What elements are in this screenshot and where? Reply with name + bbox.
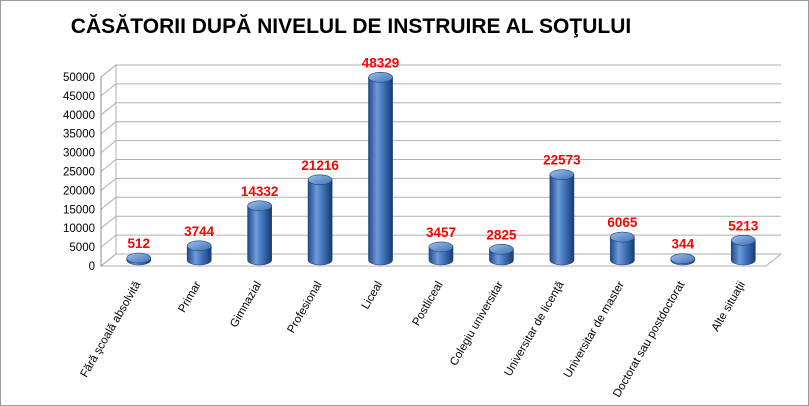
bar-body [610,236,635,266]
y-tick-label: 50000 [63,72,95,84]
gridline-side [100,215,117,229]
y-tick-label: 30000 [63,148,95,160]
x-tick-label: Postliceal [411,280,446,329]
data-label: 22573 [543,153,581,168]
gridline-side [100,64,117,78]
bar-top [307,174,333,186]
bar-top [247,200,272,212]
data-label: 512 [127,236,150,251]
bar-top [186,240,212,252]
data-label: 3744 [184,224,215,239]
gridline-side [100,234,117,248]
x-tick-label: Universitar de master [562,279,627,380]
bar-top [670,253,696,264]
bar-top [428,241,454,253]
y-tick-label: 45000 [63,91,95,103]
gridline-side [100,196,117,210]
x-tick-label: Fără şcoală absolvită [79,279,144,380]
x-tick-label: Universitar de licenţă [502,279,566,379]
bar-body [368,77,393,266]
y-tick-label: 25000 [63,167,95,179]
labels-layer: 0 5000 10000 15000 20000 25000 30000 35000 40000… [63,55,759,399]
gridline-side [100,253,117,267]
bar [247,200,272,266]
chart-title: CĂSĂTORII DUPĂ NIVELUL DE INSTRUIRE AL S… [71,15,631,38]
bar-body [730,239,756,266]
x-tick-label: Gimnazial [228,280,264,330]
bar-body [549,174,575,266]
bars-layer [126,72,756,266]
data-label: 14332 [241,184,279,199]
bar [549,169,575,266]
bar-body [247,205,272,266]
bar-top [549,169,575,180]
bar-body [307,179,333,266]
x-tick-label: Primar [176,279,203,314]
y-tick-label: 0 [89,261,95,273]
bar [126,252,152,266]
x-tick-label: Doctorat sau postdoctorat [611,279,688,400]
gridline-side [100,178,117,191]
bar [489,244,514,266]
bar [428,241,454,266]
y-tick-label: 40000 [63,110,95,122]
bar [186,240,212,266]
data-label: 5213 [728,218,759,233]
data-label: 2825 [486,227,517,242]
bar-top [730,234,756,246]
bar [368,72,393,266]
bar [610,231,635,266]
x-tick-label: Alte situaţii [710,280,748,334]
y-tick-label: 20000 [63,185,95,197]
data-label: 344 [672,237,695,252]
gridline-side [100,140,117,153]
data-label: 48329 [362,55,400,70]
y-tick-label: 5000 [69,242,95,254]
data-label: 3457 [426,225,456,240]
y-tick-label: 35000 [63,129,95,141]
data-label: 6065 [607,215,638,230]
bar [307,174,333,266]
bar-top [368,72,393,83]
data-label: 21216 [301,158,339,173]
y-tick-label: 10000 [63,223,95,235]
x-tick-label: Liceal [360,280,385,312]
bar-top [489,244,514,255]
gridline-side [100,159,117,172]
x-tick-label: Colegiu universitar [448,279,506,368]
bar-top [126,252,152,264]
gridline-side [100,83,117,97]
gridline-side [100,102,117,116]
y-tick-label: 15000 [63,204,95,216]
bar [730,234,756,266]
grid-layer [99,63,783,268]
bar-body [186,245,212,266]
bar [670,253,696,266]
bar-top [610,231,635,243]
gridline-side [100,121,117,135]
x-tick-label: Profesional [286,280,325,336]
